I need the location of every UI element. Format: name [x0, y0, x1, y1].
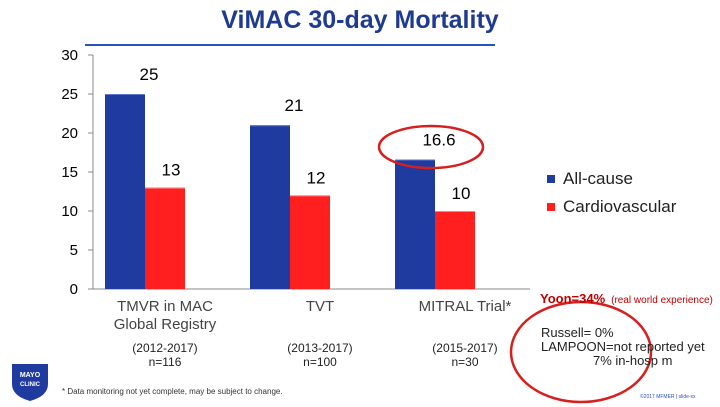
- note-yoon-detail: (real world experience): [611, 295, 713, 306]
- highlight-circle-notes: [509, 300, 653, 404]
- data-label: 13: [162, 161, 181, 180]
- highlight-circle-mitral: [377, 124, 485, 170]
- category-label-tvt: TVT: [250, 298, 390, 316]
- note-lampoon-detail: 7% in-hosp m: [593, 353, 673, 368]
- data-label: 21: [285, 96, 304, 115]
- note-russell: Russell= 0%: [541, 325, 614, 340]
- bar-cardiovascular: [145, 187, 185, 289]
- chart-title: ViMAC 30-day Mortality: [221, 6, 499, 34]
- category-subtitle-line: n=116: [148, 355, 182, 369]
- y-tick-label: 5: [70, 242, 78, 259]
- note-yoon-value: Yoon=34%: [540, 291, 606, 306]
- legend-swatch-blue: [547, 175, 555, 183]
- note-lampoon: LAMPOON=not reported yet: [541, 339, 705, 354]
- legend-label: Cardiovascular: [563, 197, 677, 216]
- logo-text: CLINIC: [20, 382, 41, 388]
- bar-cardiovascular: [290, 195, 330, 289]
- bar-all-cause: [395, 159, 435, 289]
- category-subtitle-line: n=100: [303, 355, 337, 369]
- y-tick-label: 0: [70, 281, 78, 298]
- y-tick-label: 10: [61, 203, 78, 220]
- category-subtitle-line: (2013-2017): [287, 341, 353, 355]
- category-subtitle-line: (2015-2017): [432, 341, 498, 355]
- y-tick-label: 15: [61, 164, 78, 181]
- category-label-mitral: MITRAL Trial*: [390, 298, 540, 316]
- category-label-line: Global Registry: [113, 316, 217, 333]
- category-subtitle-tmvr: (2012-2017) n=116: [95, 341, 235, 369]
- title-underline: [85, 44, 495, 46]
- category-subtitle-line: n=30: [451, 355, 479, 369]
- logo-text: MAYO: [20, 372, 41, 379]
- data-label: 25: [140, 65, 159, 84]
- category-subtitle-tvt: (2013-2017) n=100: [250, 341, 390, 369]
- category-label-line: MITRAL Trial*: [418, 298, 512, 315]
- bar-all-cause: [105, 94, 145, 289]
- legend-label: All-cause: [563, 169, 633, 188]
- category-subtitle-line: (2012-2017): [132, 341, 198, 355]
- legend-item-all-cause: All-cause: [547, 169, 633, 189]
- bar-cardiovascular: [435, 211, 475, 289]
- y-tick-label: 25: [61, 86, 78, 103]
- category-label-line: TMVR in MAC: [117, 298, 213, 315]
- data-label: 12: [307, 168, 326, 187]
- category-label-tmvr: TMVR in MAC Global Registry: [95, 298, 235, 334]
- slide-credit: ©2017 MFMER | slide-xx: [640, 394, 696, 400]
- legend-item-cardiovascular: Cardiovascular: [547, 197, 676, 217]
- note-yoon: Yoon=34% (real world experience): [540, 291, 713, 306]
- data-label: 10: [452, 184, 471, 203]
- bar-all-cause: [250, 125, 290, 289]
- legend-swatch-red: [547, 203, 555, 211]
- y-tick-label: 30: [61, 47, 78, 64]
- footnote: * Data monitoring not yet complete, may …: [62, 387, 283, 396]
- y-tick-label: 20: [61, 125, 78, 142]
- category-label-line: TVT: [305, 298, 335, 315]
- category-subtitle-mitral: (2015-2017) n=30: [390, 341, 540, 369]
- mayo-clinic-logo: MAYO CLINIC: [8, 360, 52, 402]
- data-label: 16.6: [422, 131, 455, 150]
